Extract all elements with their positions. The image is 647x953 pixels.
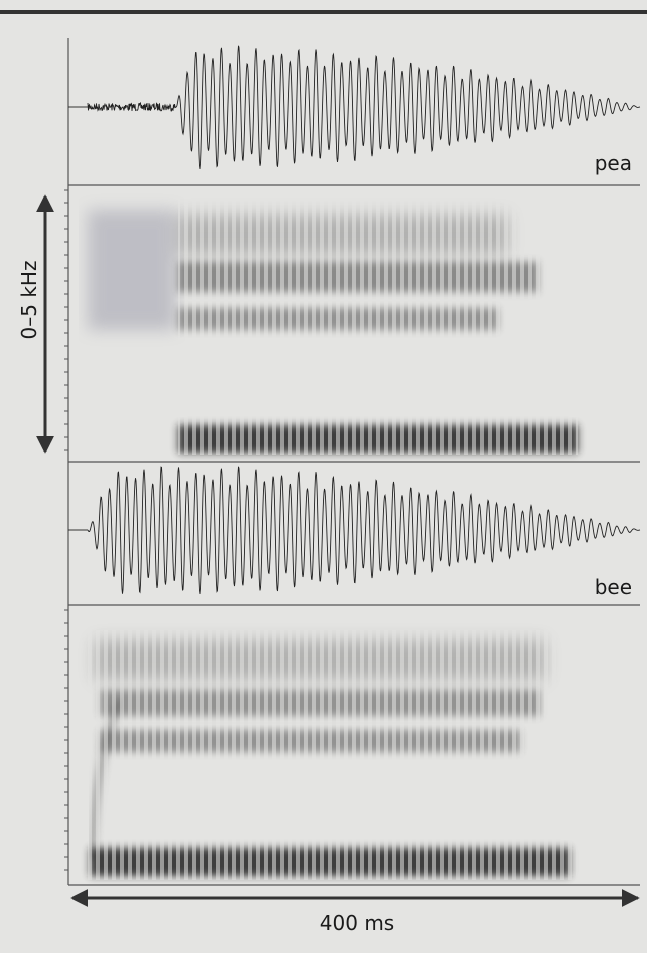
waveform-bee (87, 466, 641, 594)
waveforms (68, 45, 641, 594)
striations (178, 195, 578, 455)
frequency-ticks (64, 189, 68, 871)
striations (88, 630, 578, 880)
frequency-label: 0–5 kHz (17, 261, 41, 340)
spectrogram-pea (88, 195, 578, 455)
panel-label: pea (595, 151, 632, 175)
spectrogram-bee (88, 630, 578, 880)
panel-label: bee (595, 575, 632, 599)
time-label: 400 ms (320, 911, 394, 935)
burst-noise (88, 210, 176, 330)
waveform-pea (87, 45, 641, 169)
